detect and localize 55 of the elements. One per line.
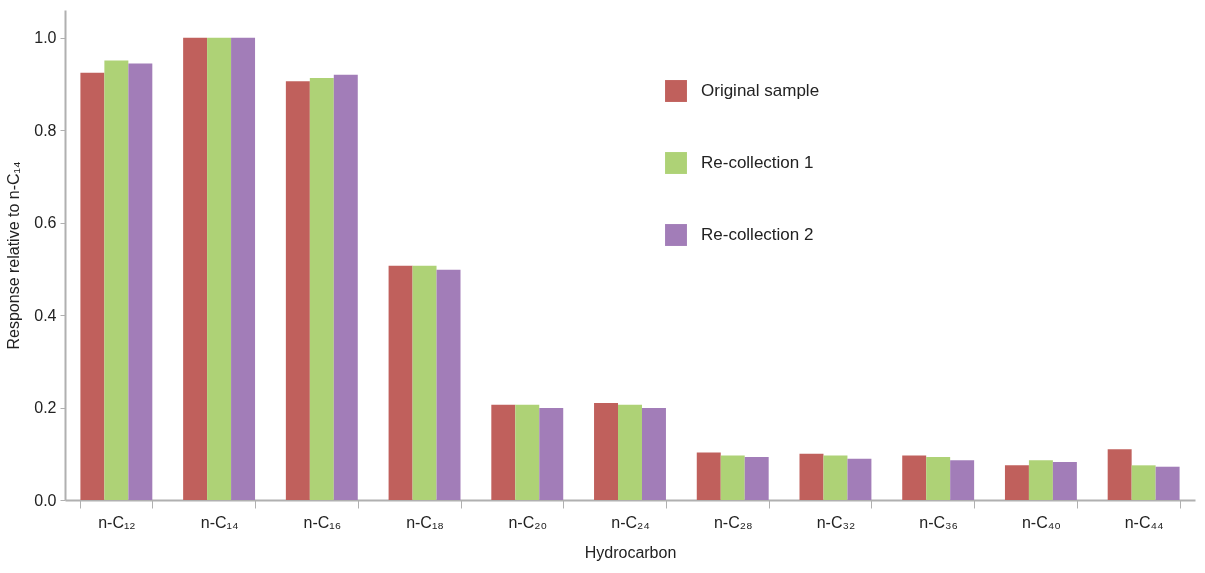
bar — [618, 404, 642, 500]
bar — [128, 63, 153, 500]
legend-label: Original sample — [701, 81, 820, 100]
bar — [823, 455, 848, 500]
bar — [799, 453, 824, 500]
x-tick-label: n-C₄₀ — [1021, 513, 1061, 531]
bar — [436, 269, 461, 500]
bar — [285, 81, 310, 500]
y-tick-label: 0.2 — [34, 399, 57, 417]
bar — [80, 72, 105, 500]
x-tick-label: n-C₁₂ — [98, 513, 136, 531]
y-axis-title: Response relative to n-C₁₄ — [5, 161, 23, 350]
bar — [594, 402, 619, 500]
bar — [720, 455, 745, 500]
bar — [333, 74, 358, 500]
x-tick-label: n-C₁₈ — [406, 513, 444, 531]
y-tick-label: 0.6 — [34, 214, 57, 232]
bar — [926, 457, 951, 500]
x-tick-label: n-C₂₀ — [508, 513, 548, 531]
legend-label: Re-collection 1 — [701, 153, 814, 172]
bar — [641, 408, 666, 500]
bar — [104, 60, 129, 500]
bar — [412, 265, 437, 500]
y-tick-label: 0.8 — [34, 121, 57, 139]
bar — [207, 37, 232, 500]
bar — [744, 457, 769, 500]
x-tick-label: n-C₂₈ — [713, 513, 753, 531]
y-tick-label: 1.0 — [34, 29, 57, 47]
bar — [1155, 466, 1180, 500]
bar — [515, 404, 540, 500]
bar — [902, 455, 927, 500]
x-tick-label: n-C₄₄ — [1124, 513, 1164, 531]
x-tick-label: n-C₁₄ — [200, 513, 239, 531]
bar — [847, 458, 872, 500]
bar — [1052, 462, 1077, 500]
x-tick-label: n-C₃₆ — [919, 513, 959, 531]
bar — [696, 452, 721, 500]
bar — [1131, 465, 1156, 500]
bar — [1028, 460, 1053, 500]
x-tick-label: n-C₃₂ — [816, 513, 856, 531]
bar — [231, 37, 256, 500]
y-tick-label: 0.0 — [34, 491, 57, 509]
bar — [491, 404, 516, 500]
x-tick-label: n-C₁₆ — [303, 513, 342, 531]
bar — [388, 265, 413, 500]
x-tick-label: n-C₂₄ — [611, 513, 650, 531]
bar — [1004, 465, 1029, 500]
bar — [183, 37, 208, 500]
legend-label: Re-collection 2 — [701, 225, 814, 244]
x-axis-title: Hydrocarbon — [584, 543, 677, 561]
y-tick-label: 0.4 — [34, 306, 57, 324]
bar — [950, 460, 975, 500]
bar — [1107, 449, 1132, 500]
bar — [309, 77, 334, 500]
bar — [539, 408, 564, 500]
